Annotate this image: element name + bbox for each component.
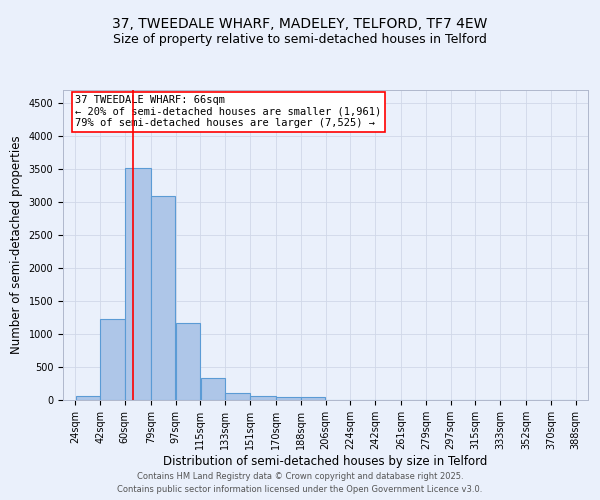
- Text: 37 TWEEDALE WHARF: 66sqm
← 20% of semi-detached houses are smaller (1,961)
79% o: 37 TWEEDALE WHARF: 66sqm ← 20% of semi-d…: [76, 96, 382, 128]
- Text: Contains public sector information licensed under the Open Government Licence v3: Contains public sector information licen…: [118, 485, 482, 494]
- Bar: [100, 319, 125, 400]
- Bar: [176, 323, 200, 400]
- Bar: [151, 196, 175, 400]
- Bar: [301, 398, 325, 400]
- Text: 37, TWEEDALE WHARF, MADELEY, TELFORD, TF7 4EW: 37, TWEEDALE WHARF, MADELEY, TELFORD, TF…: [112, 18, 488, 32]
- Bar: [250, 396, 276, 400]
- Bar: [200, 378, 225, 400]
- Bar: [276, 398, 301, 400]
- Bar: [226, 394, 250, 400]
- X-axis label: Distribution of semi-detached houses by size in Telford: Distribution of semi-detached houses by …: [163, 454, 488, 468]
- Y-axis label: Number of semi-detached properties: Number of semi-detached properties: [10, 136, 23, 354]
- Text: Contains HM Land Registry data © Crown copyright and database right 2025.: Contains HM Land Registry data © Crown c…: [137, 472, 463, 481]
- Bar: [125, 168, 151, 400]
- Bar: [76, 396, 100, 400]
- Text: Size of property relative to semi-detached houses in Telford: Size of property relative to semi-detach…: [113, 32, 487, 46]
